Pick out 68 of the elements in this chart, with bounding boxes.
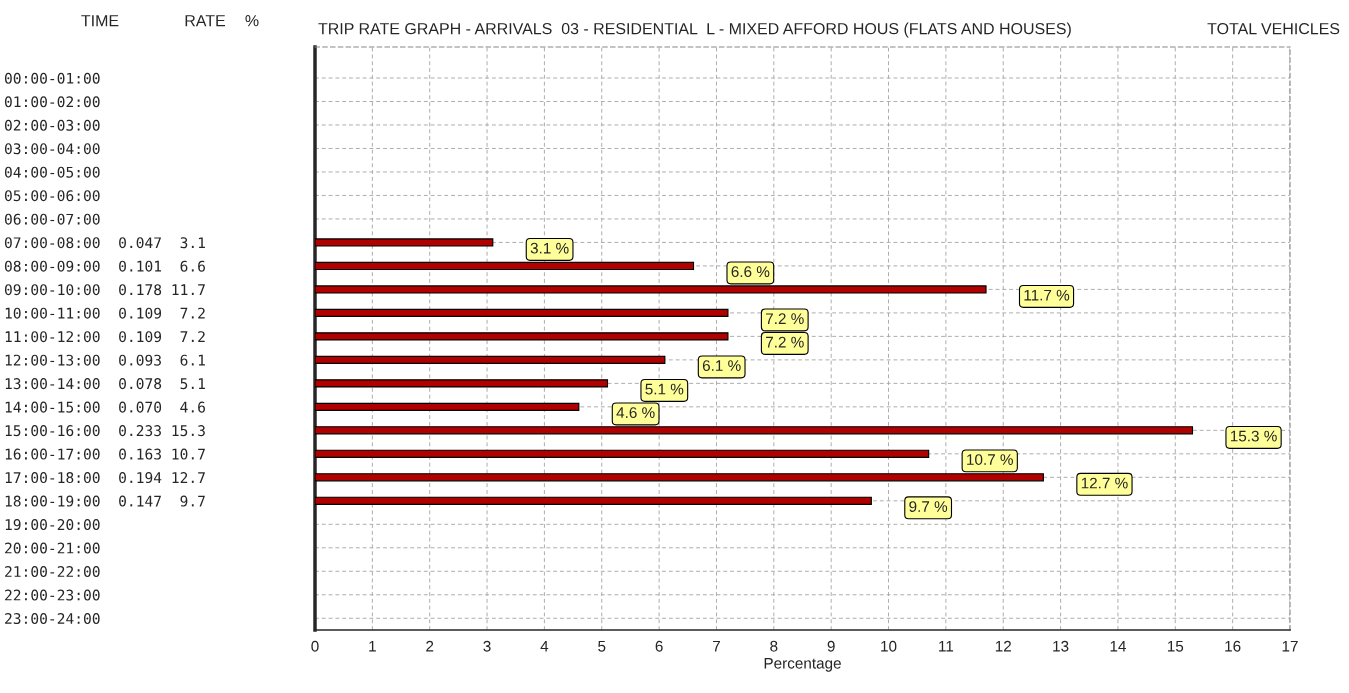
y-tick-label: 04:00-05:00 xyxy=(4,166,100,178)
y-tick-label: 19:00-20:00 xyxy=(5,519,100,531)
x-tick-label: 16 xyxy=(1225,640,1241,652)
y-tick-label: 14:00-15:00 0.070 4.6 xyxy=(5,401,205,413)
x-tick-label: 9 xyxy=(827,640,835,652)
x-tick-label: 5 xyxy=(598,640,606,652)
text: % xyxy=(245,15,259,27)
chart-subtitle: TOTAL VEHICLES xyxy=(1207,22,1340,35)
y-tick-label: 07:00-08:00 0.047 3.1 xyxy=(4,237,205,249)
y-tick-label: 15:00-16:00 0.233 15.3 xyxy=(5,425,205,437)
y-tick-label: 12:00-13:00 0.093 6.1 xyxy=(5,354,205,366)
data-label: 4.6 % xyxy=(616,407,655,418)
y-tick-label: 16:00-17:00 0.163 10.7 xyxy=(5,448,205,460)
y-tick-label: 21:00-22:00 xyxy=(5,566,100,578)
bar xyxy=(315,496,872,505)
text: RATE xyxy=(185,15,226,27)
data-label: 10.7 % xyxy=(967,454,1013,465)
y-tick-label: 06:00-07:00 xyxy=(4,213,100,225)
y-tick-label: 05:00-06:00 xyxy=(4,190,100,202)
x-tick-label: 4 xyxy=(540,640,549,652)
x-tick-label: 3 xyxy=(483,640,491,652)
y-tick-label: 11:00-12:00 0.109 7.2 xyxy=(5,331,205,343)
bar xyxy=(315,355,666,364)
data-label: 7.2 % xyxy=(766,336,804,348)
x-tick-label: 0 xyxy=(311,640,319,652)
y-tick-label: 10:00-11:00 0.109 7.2 xyxy=(5,307,205,319)
bar xyxy=(315,379,609,388)
y-tick-label: 23:00-24:00 xyxy=(5,613,100,625)
bar xyxy=(315,308,729,317)
data-label: 6.6 % xyxy=(731,266,770,278)
x-tick-label: 12 xyxy=(995,640,1011,652)
y-tick-label: 20:00-21:00 xyxy=(5,542,100,554)
y-tick-label: 18:00-19:00 0.147 9.7 xyxy=(5,495,205,507)
bar xyxy=(315,238,494,247)
x-tick-label: 7 xyxy=(713,640,720,652)
data-label: 11.7 % xyxy=(1024,289,1070,301)
bar xyxy=(315,332,729,341)
x-tick-label: 1 xyxy=(369,640,376,652)
x-axis-title: Percentage xyxy=(764,658,841,672)
y-tick-label: 02:00-03:00 xyxy=(4,119,100,131)
x-tick-label: 15 xyxy=(1167,640,1184,652)
y-tick-label: 01:00-02:00 xyxy=(4,96,100,108)
data-label: 12.7 % xyxy=(1081,477,1128,489)
data-label: 15.3 % xyxy=(1230,430,1277,442)
x-tick-label: 17 xyxy=(1282,640,1298,652)
y-tick-label: 17:00-18:00 0.194 12.7 xyxy=(5,472,205,484)
y-tick-label: 00:00-01:00 xyxy=(4,72,100,84)
x-tick-label: 10 xyxy=(881,640,897,652)
data-label: 7.2 % xyxy=(766,313,804,324)
x-tick-label: 13 xyxy=(1053,640,1069,652)
x-tick-label: 2 xyxy=(426,640,434,652)
y-tick-label: 03:00-04:00 xyxy=(4,143,100,155)
data-label: 9.7 % xyxy=(909,501,948,512)
chart-title: TRIP RATE GRAPH - ARRIVALS 03 - RESIDENTIAL L - MIXED AFFORD HOUS (FLATS AND HOUSES) xyxy=(318,22,1071,38)
x-tick-label: 11 xyxy=(939,640,954,652)
y-tick-label: 09:00-10:00 0.178 11.7 xyxy=(4,284,205,296)
y-tick-label: 22:00-23:00 xyxy=(5,589,100,601)
y-tick-label: 08:00-09:00 0.101 6.6 xyxy=(4,260,205,272)
bar xyxy=(315,449,930,458)
y-tick-label: 13:00-14:00 0.078 5.1 xyxy=(5,378,205,390)
data-label: 3.1 % xyxy=(530,242,569,254)
data-label: 5.1 % xyxy=(645,383,684,395)
bar xyxy=(315,402,580,411)
text: TIME xyxy=(81,15,119,27)
x-tick-label: 8 xyxy=(770,640,778,652)
x-tick-label: 6 xyxy=(655,640,663,652)
x-tick-label: 14 xyxy=(1110,640,1126,652)
data-label: 6.1 % xyxy=(702,360,741,372)
